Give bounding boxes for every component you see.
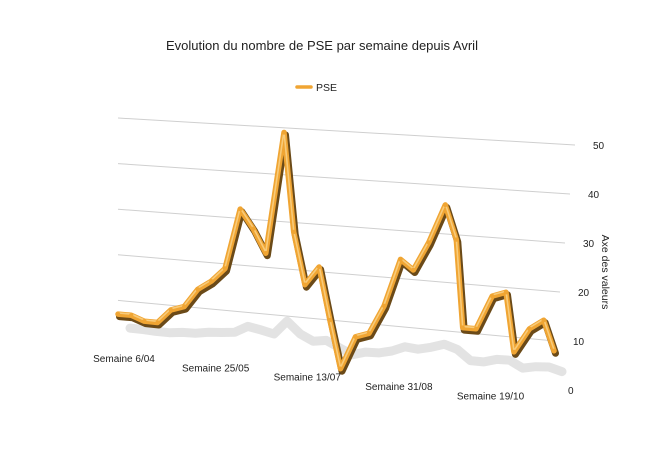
x-tick-label-3: Semaine 31/08 xyxy=(365,382,433,393)
data-point-15 xyxy=(316,264,322,270)
data-point-32 xyxy=(541,318,546,323)
data-point-2 xyxy=(142,319,147,324)
data-point-27 xyxy=(473,326,479,331)
data-point-9 xyxy=(238,206,243,212)
x-tick-label-0: Semaine 6/04 xyxy=(93,354,155,365)
series-pse-highlight xyxy=(117,130,555,369)
data-point-24 xyxy=(443,202,448,208)
data-point-3 xyxy=(155,320,160,325)
data-point-8 xyxy=(222,266,228,271)
y-tick-label-0: 0 xyxy=(568,386,574,397)
y-tick-label-20: 20 xyxy=(578,288,590,299)
grid-line-30 xyxy=(117,208,566,244)
legend: PSE xyxy=(295,82,337,94)
data-point-13 xyxy=(291,229,296,235)
y-tick-label-40: 40 xyxy=(588,190,600,201)
data-point-29 xyxy=(503,290,509,295)
data-point-18 xyxy=(353,334,358,339)
data-point-1 xyxy=(129,313,134,318)
data-point-0 xyxy=(115,311,121,317)
y-tick-label-10: 10 xyxy=(573,337,585,348)
data-point-5 xyxy=(182,304,187,309)
x-tick-label-2: Semaine 13/07 xyxy=(274,373,342,384)
data-point-30 xyxy=(511,349,517,355)
grid-line-20 xyxy=(117,254,561,293)
data-point-19 xyxy=(366,331,372,336)
y-tick-label-30: 30 xyxy=(583,239,595,250)
chart-title: Evolution du nombre de PSE par semaine d… xyxy=(166,38,478,53)
data-point-26 xyxy=(460,325,465,330)
data-point-33 xyxy=(551,348,557,353)
data-point-17 xyxy=(338,366,343,371)
data-point-16 xyxy=(327,317,333,323)
grid-line-50 xyxy=(117,117,576,146)
data-point-6 xyxy=(195,287,200,292)
data-point-4 xyxy=(168,307,174,313)
data-point-21 xyxy=(398,257,403,262)
grid-line-40 xyxy=(117,163,571,195)
data-point-23 xyxy=(426,240,431,245)
data-point-14 xyxy=(302,282,308,287)
data-point-7 xyxy=(209,279,214,284)
data-point-31 xyxy=(527,326,532,331)
x-tick-label-4: Semaine 19/10 xyxy=(457,391,525,402)
x-axis-ticks: Semaine 6/04 Semaine 25/05 Semaine 13/07 Se… xyxy=(93,354,524,402)
data-point-11 xyxy=(263,251,268,256)
data-point-12 xyxy=(281,130,287,135)
series-pse xyxy=(115,129,559,375)
data-point-22 xyxy=(411,267,416,273)
y-axis-title: Axe des valeurs xyxy=(599,235,611,310)
data-point-28 xyxy=(490,293,495,299)
y-tick-label-50: 50 xyxy=(593,141,605,152)
data-point-20 xyxy=(381,303,387,309)
data-point-25 xyxy=(454,237,459,242)
y-axis-ticks: 0 10 20 30 40 50 xyxy=(568,141,605,397)
legend-label-pse: PSE xyxy=(316,82,337,94)
data-point-10 xyxy=(251,226,256,231)
x-tick-label-1: Semaine 25/05 xyxy=(182,363,250,374)
